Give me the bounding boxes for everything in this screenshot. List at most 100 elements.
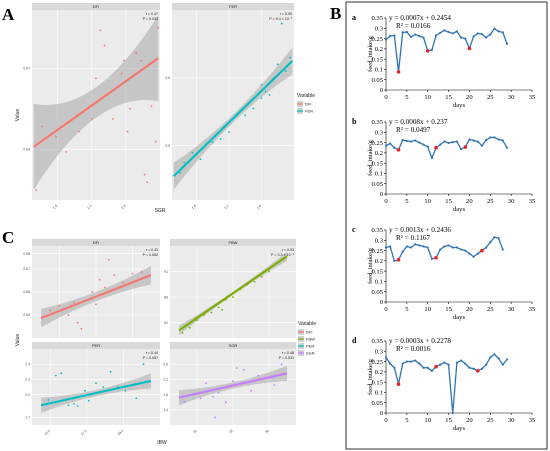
data-point [451, 32, 454, 35]
data-point-dfi [140, 271, 143, 273]
data-point-fbw [253, 280, 256, 283]
legend-label-sgr: SGR [306, 351, 315, 356]
feed-intake-series [385, 353, 508, 414]
y-tick-label: 0.15 [371, 379, 383, 386]
p-value-label-per: P = 0.057 [143, 356, 158, 360]
y-tick-label: 0.05 [371, 289, 383, 296]
data-point-fbw [260, 275, 263, 278]
data-point [476, 252, 479, 255]
data-point [493, 236, 496, 239]
regression-line-dfi [40, 274, 152, 320]
data-point-dfi [122, 281, 125, 284]
x-tick-label: 0 [384, 417, 388, 424]
data-point-sgr [257, 374, 260, 377]
data-point [422, 143, 425, 146]
x-tick-label: 30 [508, 306, 515, 313]
facet-strip-dfi [32, 239, 160, 246]
data-point [493, 136, 496, 139]
panel-letter-a: A [2, 5, 15, 24]
x-tick-label: 0 [384, 306, 388, 313]
data-point [501, 139, 504, 142]
data-point [418, 244, 421, 247]
facet-strip-fer [172, 3, 294, 10]
feed-intake-series [385, 28, 508, 73]
p-value-label-fbw: P = 3.3 × 10⁻⁹ [271, 253, 294, 257]
x-tick-label: 10 [424, 306, 431, 313]
y-tick-label: 0.15 [371, 160, 383, 167]
x-tick-label: 1.8 [52, 204, 58, 210]
y-tick-label: 86 [164, 295, 168, 299]
data-point-fer [260, 97, 263, 100]
data-point [405, 360, 408, 363]
data-point-dfi [67, 314, 70, 316]
correlation-label-dfi: r = 0.47 [146, 12, 158, 16]
correlation-label-fer: r = 0.90 [280, 12, 292, 16]
data-point [409, 246, 413, 249]
x-tick-label: 25 [487, 306, 494, 313]
y-tick-label: 0 [380, 410, 384, 417]
x-tick-label: 10 [424, 417, 431, 424]
data-point-fer [199, 158, 202, 161]
data-point [505, 42, 509, 45]
y-tick-label: 2.6 [163, 362, 168, 366]
facet-strip-dfi [32, 3, 160, 10]
data-point-fer [179, 171, 182, 174]
data-point-dfi [150, 105, 153, 108]
data-point-per [102, 386, 105, 388]
y-tick-label: 0.3 [375, 25, 384, 32]
y-tick-label: 0.1 [375, 171, 383, 178]
regression-line-fbw [178, 255, 288, 332]
x-tick-label: 16 [192, 429, 198, 435]
line-chart-b: b 0 5 10 15 20 25 30 35 0 0.05 0.1 0.15 0.2 0.25 0.3 0.3… [352, 117, 536, 213]
data-point-fer [228, 131, 230, 134]
data-point [418, 141, 421, 144]
data-point-dfi [73, 301, 75, 304]
y-tick-label: 0.1 [375, 279, 383, 286]
data-point [409, 360, 413, 363]
data-point-per [54, 374, 57, 377]
x-tick-label: 25 [487, 198, 494, 205]
x-tick-label: 0 [384, 94, 388, 101]
x-tick-label: 15 [445, 306, 452, 313]
data-point-dfi [76, 321, 79, 324]
data-point-sgr [280, 363, 283, 366]
low-intake-point [396, 382, 401, 387]
x-tick-label: 18 [228, 429, 234, 435]
y-tick-label: 91 [164, 270, 168, 274]
data-point-per [60, 372, 63, 375]
data-point-fbw [221, 308, 224, 311]
data-point-fer [183, 161, 186, 164]
data-point [464, 362, 467, 365]
facet-title-dfi: DFI [93, 4, 99, 9]
panel-a-scatter-chart: DFI 1.8 2.2 2.6 0.64 0.67 r = 0.47P = 0.033 FER… [15, 3, 315, 214]
data-point [485, 363, 488, 366]
x-tick-label: 30 [508, 417, 515, 424]
legend-key-point-fbw [300, 338, 302, 340]
data-point-fer [280, 22, 283, 25]
y-tick-label: 0.05 [371, 77, 383, 84]
y-tick-label: 0.67 [23, 267, 30, 271]
r-squared-label: R² = 0.0166 [396, 22, 431, 30]
y-tick-label: 0.64 [23, 148, 30, 152]
low-intake-point [396, 147, 401, 152]
data-point-dfi [104, 286, 107, 289]
data-point-fer [211, 141, 214, 144]
data-point [405, 139, 408, 143]
data-point-fer [264, 90, 267, 93]
data-point [414, 33, 417, 36]
data-point-dfi [129, 107, 132, 110]
legend-label-per: PER [306, 344, 314, 349]
y-axis-title: feed_intake/g [367, 35, 374, 72]
data-point [439, 143, 442, 146]
data-point [418, 35, 421, 38]
data-point-sgr [232, 380, 234, 383]
data-point [393, 366, 396, 369]
data-point [455, 246, 459, 249]
data-point [389, 362, 392, 365]
y-tick-label: 0.2 [375, 258, 383, 265]
y-tick-label: 0.6 [165, 76, 170, 80]
subpanel-letter: d [352, 336, 357, 345]
data-point-fer [284, 70, 287, 72]
data-point [405, 245, 408, 248]
data-point [426, 246, 429, 249]
